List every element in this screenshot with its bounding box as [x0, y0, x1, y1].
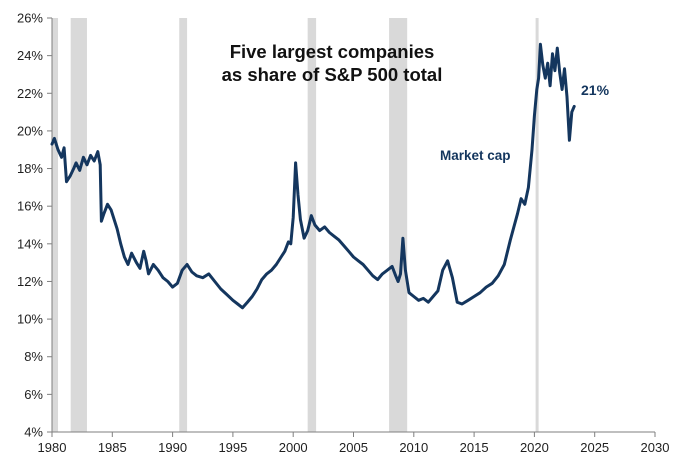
y-tick-label-10: 10%	[17, 312, 43, 327]
recession-band-5	[535, 18, 539, 432]
x-tick-label-2030: 2030	[641, 440, 670, 455]
recession-bands	[52, 18, 539, 432]
y-tick-label-20: 20%	[17, 123, 43, 138]
y-tick-label-12: 12%	[17, 274, 43, 289]
recession-band-0	[52, 18, 59, 432]
x-tick-label-1980: 1980	[38, 440, 67, 455]
chart-title-line-1: Five largest companies	[230, 41, 435, 62]
chart-title-line-2: as share of S&P 500 total	[222, 64, 443, 85]
x-tick-label-2020: 2020	[520, 440, 549, 455]
series-lines	[50, 42, 576, 310]
x-tick-label-2010: 2010	[399, 440, 428, 455]
x-tick-label-2005: 2005	[339, 440, 368, 455]
y-tick-label-16: 16%	[17, 199, 43, 214]
x-tick-label-2000: 2000	[279, 440, 308, 455]
series-line-market-cap	[50, 42, 576, 310]
series-label-market-cap: Market cap	[440, 148, 511, 163]
series-end-value-label: 21%	[581, 82, 610, 98]
x-tick-label-2025: 2025	[580, 440, 609, 455]
y-tick-label-4: 4%	[24, 425, 43, 440]
tick-marks: 4% 6% 8% 10% 12% 14% 16% 18% 20% 22% 24% 26% 1980 198…	[17, 11, 669, 456]
y-tick-label-26: 26%	[17, 11, 43, 26]
x-tick-label-2015: 2015	[460, 440, 489, 455]
y-tick-label-14: 14%	[17, 236, 43, 251]
chart-title: Five largest companies as share of S&P 5…	[222, 41, 443, 85]
y-tick-label-6: 6%	[24, 387, 43, 402]
y-tick-label-24: 24%	[17, 48, 43, 63]
recession-band-3	[307, 18, 317, 432]
x-tick-label-1995: 1995	[218, 440, 247, 455]
y-tick-label-18: 18%	[17, 161, 43, 176]
y-tick-label-8: 8%	[24, 349, 43, 364]
recession-band-2	[179, 18, 188, 432]
recession-band-4	[389, 18, 408, 432]
y-tick-label-22: 22%	[17, 86, 43, 101]
x-tick-label-1990: 1990	[158, 440, 187, 455]
recession-band-1	[70, 18, 87, 432]
x-tick-label-1985: 1985	[98, 440, 127, 455]
